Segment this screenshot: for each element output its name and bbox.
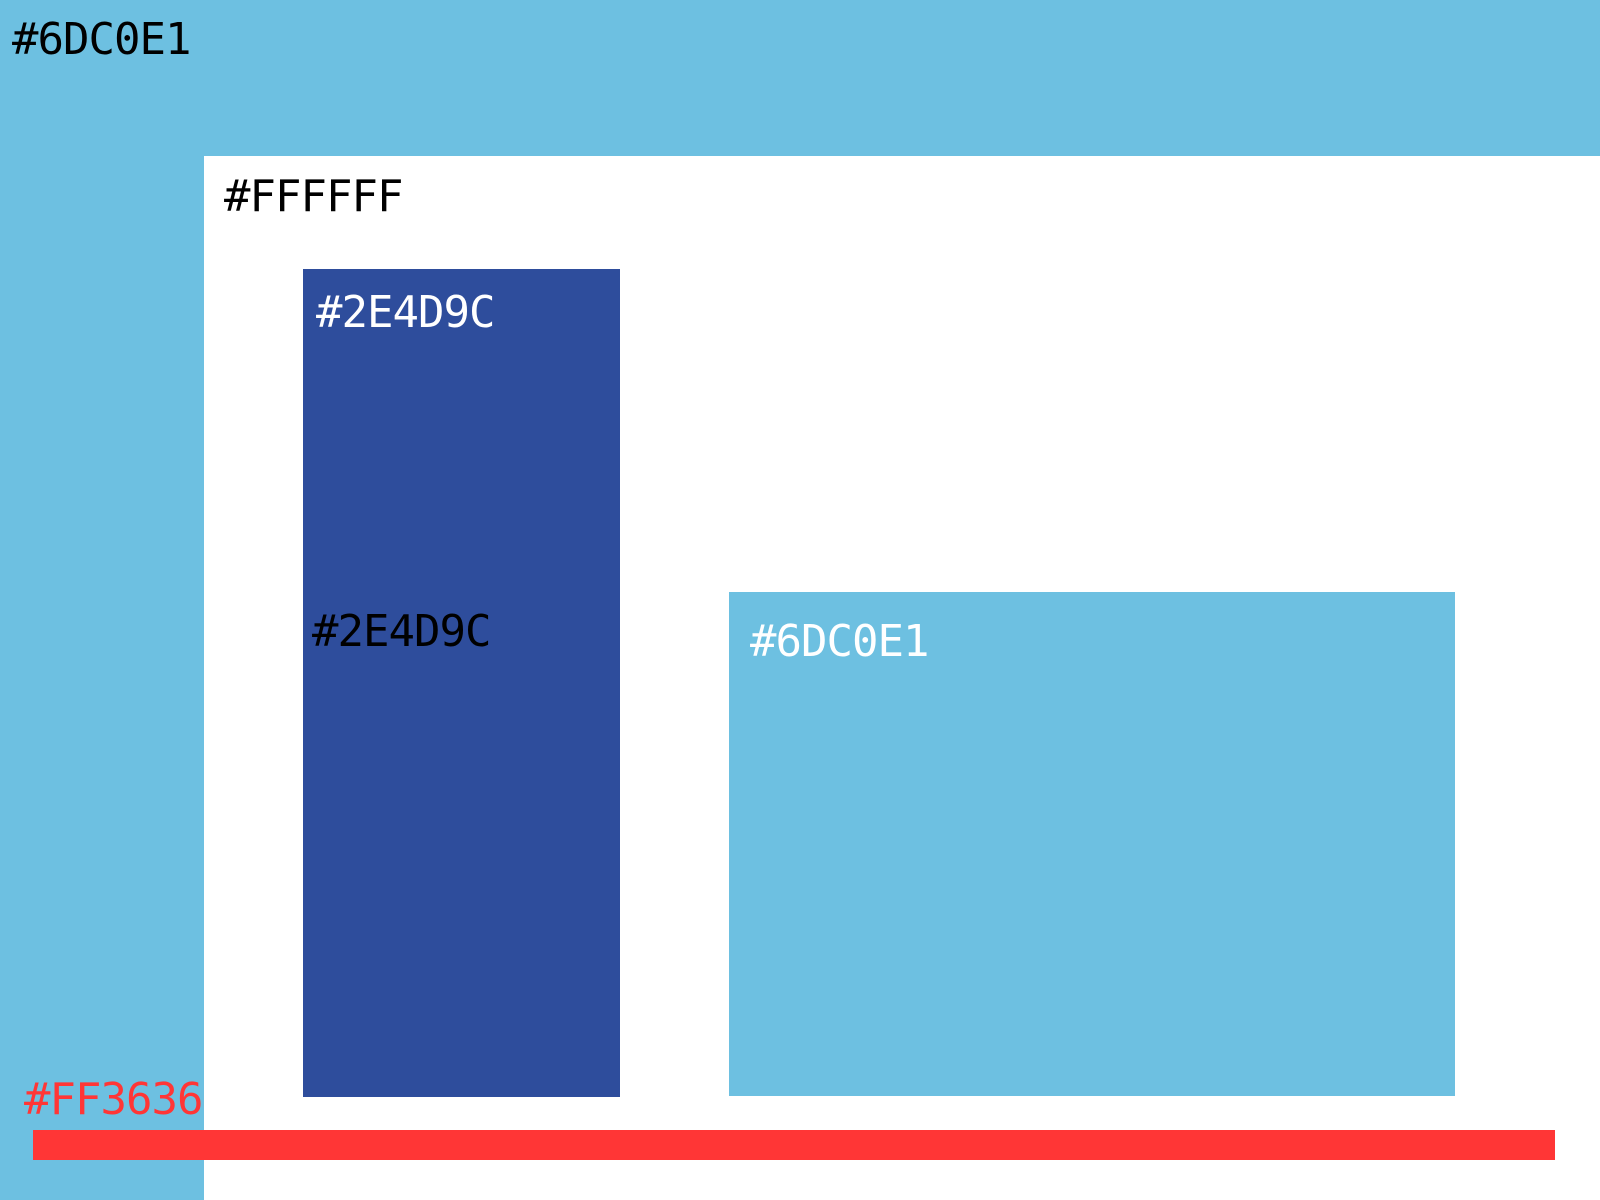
red-line-swatch bbox=[33, 1130, 1555, 1160]
light-box-color-label: #6DC0E1 bbox=[750, 616, 929, 667]
background-color-label: #6DC0E1 bbox=[12, 14, 191, 65]
dark-bar-swatch bbox=[303, 269, 620, 1097]
white-panel-color-label: #FFFFFF bbox=[224, 171, 403, 222]
light-box-swatch bbox=[729, 592, 1455, 1096]
dark-bar-color-label-middle: #2E4D9C bbox=[312, 606, 491, 657]
red-line-color-label: #FF3636 bbox=[24, 1074, 203, 1125]
dark-bar-color-label-top: #2E4D9C bbox=[316, 287, 495, 338]
